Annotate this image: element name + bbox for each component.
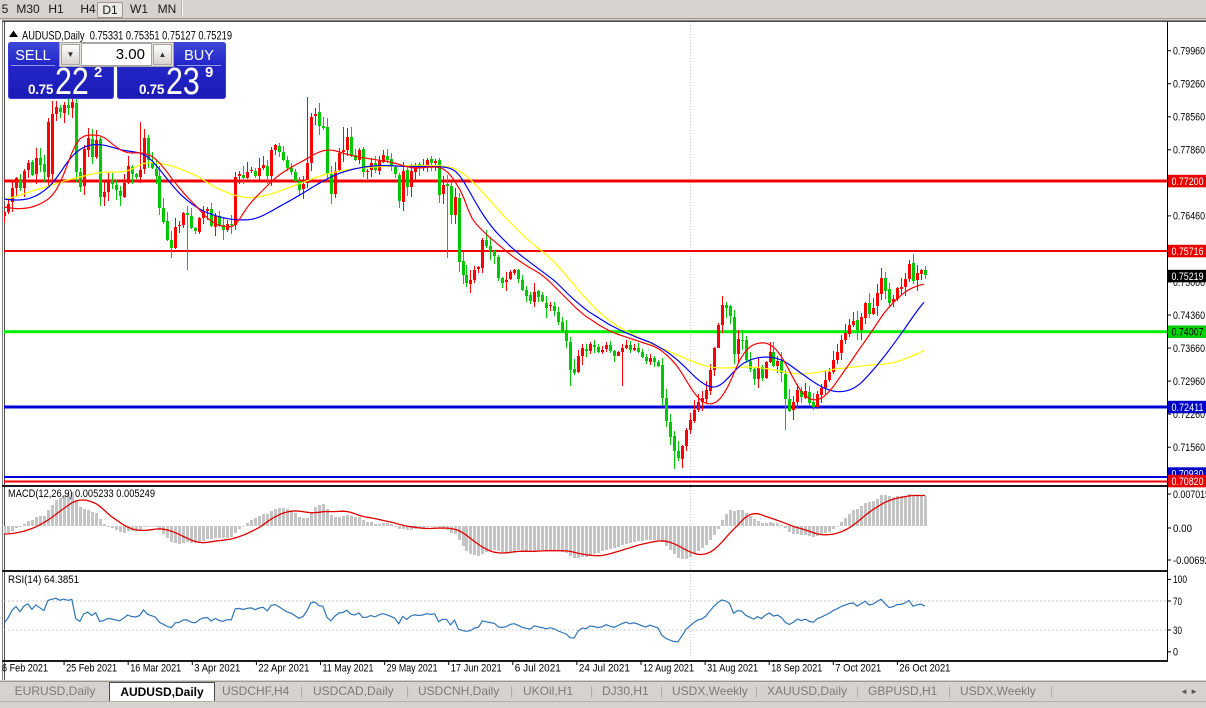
svg-text:70: 70 bbox=[1173, 596, 1182, 608]
svg-text:24 Jul 2021: 24 Jul 2021 bbox=[579, 663, 630, 675]
svg-text:0.71560: 0.71560 bbox=[1173, 442, 1205, 454]
svg-text:26 Oct 2021: 26 Oct 2021 bbox=[899, 663, 950, 675]
svg-text:0.75219: 0.75219 bbox=[1172, 271, 1204, 283]
svg-text:30: 30 bbox=[1173, 625, 1182, 637]
svg-text:0: 0 bbox=[1173, 647, 1178, 659]
svg-text:0.72411: 0.72411 bbox=[1172, 402, 1204, 414]
svg-text:0.79960: 0.79960 bbox=[1173, 46, 1205, 58]
svg-text:RSI(14) 64.3851: RSI(14) 64.3851 bbox=[8, 574, 79, 586]
svg-text:0.007015: 0.007015 bbox=[1173, 489, 1206, 501]
svg-text:0.79260: 0.79260 bbox=[1173, 79, 1205, 91]
svg-text:AUDUSD,Daily 0.75331 0.75351: AUDUSD,Daily 0.75331 0.75351 0.75127 0.7… bbox=[22, 29, 232, 43]
svg-text:6 Jul 2021: 6 Jul 2021 bbox=[515, 663, 561, 675]
svg-text:3 Apr 2021: 3 Apr 2021 bbox=[194, 663, 240, 675]
svg-text:0.78560: 0.78560 bbox=[1173, 112, 1205, 124]
svg-text:6 Feb 2021: 6 Feb 2021 bbox=[2, 663, 48, 675]
svg-text:22 Apr 2021: 22 Apr 2021 bbox=[258, 663, 309, 675]
svg-text:0.72960: 0.72960 bbox=[1173, 376, 1205, 388]
svg-text:0.74360: 0.74360 bbox=[1173, 310, 1205, 322]
svg-text:0.73660: 0.73660 bbox=[1173, 343, 1205, 355]
svg-text:0.76460: 0.76460 bbox=[1173, 211, 1205, 223]
svg-text:31 Aug 2021: 31 Aug 2021 bbox=[707, 663, 758, 675]
svg-text:0.77860: 0.77860 bbox=[1173, 145, 1205, 157]
svg-text:29 May 2021: 29 May 2021 bbox=[387, 663, 438, 675]
svg-text:18 Sep 2021: 18 Sep 2021 bbox=[771, 663, 822, 675]
svg-text:-0.006925: -0.006925 bbox=[1173, 555, 1206, 567]
svg-text:0.77200: 0.77200 bbox=[1172, 176, 1204, 188]
svg-text:16 Mar 2021: 16 Mar 2021 bbox=[130, 663, 181, 675]
svg-text:0.74007: 0.74007 bbox=[1172, 327, 1204, 339]
svg-text:100: 100 bbox=[1173, 574, 1187, 586]
svg-text:11 May 2021: 11 May 2021 bbox=[323, 663, 374, 675]
svg-text:12 Aug 2021: 12 Aug 2021 bbox=[643, 663, 694, 675]
svg-text:7 Oct 2021: 7 Oct 2021 bbox=[835, 663, 881, 675]
svg-text:25 Feb 2021: 25 Feb 2021 bbox=[66, 663, 117, 675]
svg-text:0.70820: 0.70820 bbox=[1172, 476, 1204, 488]
svg-text:0.75716: 0.75716 bbox=[1172, 246, 1204, 258]
svg-text:0.00: 0.00 bbox=[1173, 523, 1192, 535]
svg-text:17 Jun 2021: 17 Jun 2021 bbox=[451, 663, 502, 675]
svg-text:MACD(12,26,9) 0.005233 0.00524: MACD(12,26,9) 0.005233 0.005249 bbox=[8, 488, 155, 500]
